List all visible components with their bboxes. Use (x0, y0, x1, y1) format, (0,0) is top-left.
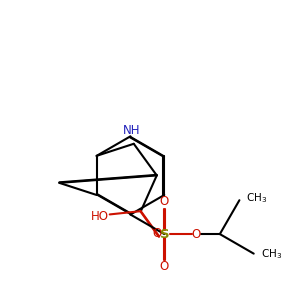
Text: NH: NH (123, 124, 141, 137)
Text: O: O (160, 195, 169, 208)
Text: O: O (160, 260, 169, 273)
Text: HO: HO (91, 210, 109, 223)
Text: O: O (153, 227, 162, 240)
Text: O: O (192, 228, 201, 241)
Text: CH$_3$: CH$_3$ (261, 248, 282, 261)
Text: CH$_3$: CH$_3$ (246, 191, 268, 205)
Text: S: S (160, 228, 169, 241)
